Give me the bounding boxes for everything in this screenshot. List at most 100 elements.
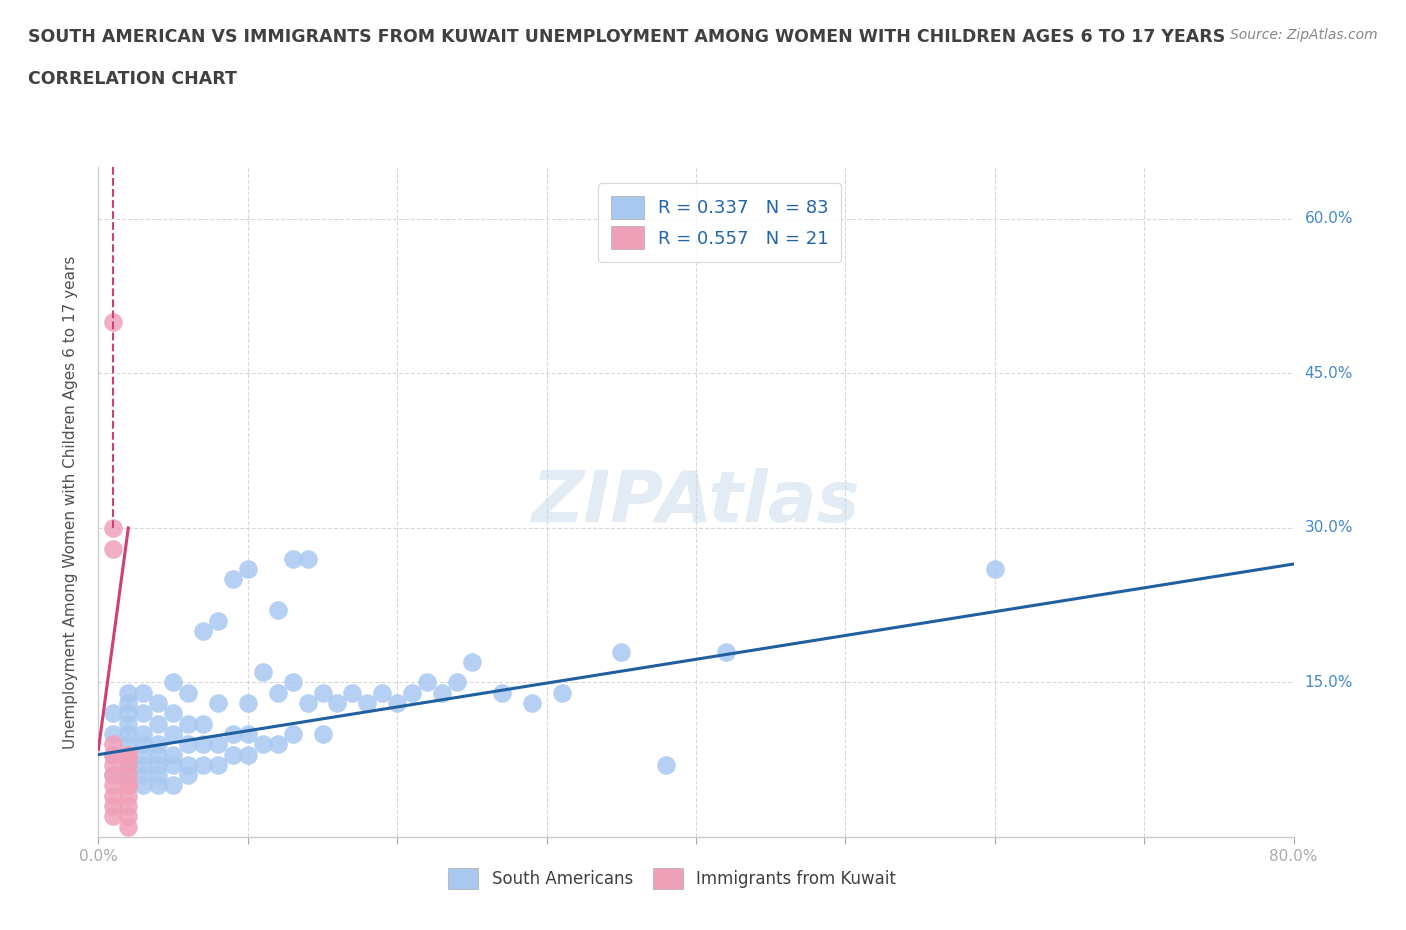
- Point: [610, 644, 633, 659]
- Point: [191, 716, 214, 731]
- Point: [222, 747, 245, 762]
- Point: [356, 696, 378, 711]
- Point: [311, 726, 333, 741]
- Point: [162, 757, 184, 772]
- Text: 15.0%: 15.0%: [1305, 675, 1353, 690]
- Point: [207, 696, 229, 711]
- Point: [281, 551, 304, 566]
- Point: [222, 726, 245, 741]
- Point: [236, 726, 259, 741]
- Point: [207, 613, 229, 628]
- Point: [177, 768, 200, 783]
- Point: [103, 757, 125, 772]
- Point: [103, 541, 125, 556]
- Point: [297, 551, 319, 566]
- Point: [117, 789, 139, 804]
- Text: CORRELATION CHART: CORRELATION CHART: [28, 70, 238, 87]
- Point: [162, 778, 184, 793]
- Point: [222, 572, 245, 587]
- Point: [162, 747, 184, 762]
- Point: [252, 737, 274, 751]
- Point: [132, 737, 155, 751]
- Point: [117, 737, 139, 751]
- Point: [520, 696, 543, 711]
- Point: [117, 696, 139, 711]
- Legend: South Americans, Immigrants from Kuwait: South Americans, Immigrants from Kuwait: [441, 861, 903, 896]
- Text: Source: ZipAtlas.com: Source: ZipAtlas.com: [1230, 28, 1378, 42]
- Point: [430, 685, 453, 700]
- Point: [103, 747, 125, 762]
- Point: [252, 665, 274, 680]
- Point: [446, 675, 468, 690]
- Point: [236, 696, 259, 711]
- Point: [117, 819, 139, 834]
- Point: [401, 685, 423, 700]
- Point: [326, 696, 349, 711]
- Point: [191, 737, 214, 751]
- Text: 45.0%: 45.0%: [1305, 365, 1353, 381]
- Point: [371, 685, 394, 700]
- Point: [132, 757, 155, 772]
- Point: [550, 685, 572, 700]
- Point: [132, 726, 155, 741]
- Point: [117, 799, 139, 814]
- Point: [117, 747, 139, 762]
- Point: [103, 768, 125, 783]
- Point: [191, 623, 214, 638]
- Point: [236, 562, 259, 577]
- Point: [103, 809, 125, 824]
- Point: [117, 778, 139, 793]
- Point: [148, 768, 170, 783]
- Point: [297, 696, 319, 711]
- Point: [281, 675, 304, 690]
- Point: [117, 706, 139, 721]
- Point: [177, 757, 200, 772]
- Text: 60.0%: 60.0%: [1305, 211, 1353, 226]
- Point: [416, 675, 439, 690]
- Point: [207, 737, 229, 751]
- Point: [714, 644, 737, 659]
- Point: [103, 799, 125, 814]
- Point: [103, 789, 125, 804]
- Point: [162, 726, 184, 741]
- Point: [117, 757, 139, 772]
- Text: ZIPAtlas: ZIPAtlas: [531, 468, 860, 537]
- Point: [132, 747, 155, 762]
- Point: [117, 768, 139, 783]
- Point: [132, 706, 155, 721]
- Text: 30.0%: 30.0%: [1305, 521, 1353, 536]
- Point: [103, 521, 125, 536]
- Point: [117, 685, 139, 700]
- Point: [177, 685, 200, 700]
- Point: [267, 737, 290, 751]
- Point: [117, 809, 139, 824]
- Point: [148, 716, 170, 731]
- Point: [103, 314, 125, 329]
- Point: [117, 768, 139, 783]
- Point: [103, 778, 125, 793]
- Point: [461, 655, 484, 670]
- Point: [117, 726, 139, 741]
- Point: [267, 603, 290, 618]
- Point: [342, 685, 364, 700]
- Point: [132, 768, 155, 783]
- Point: [117, 747, 139, 762]
- Point: [117, 747, 139, 762]
- Point: [103, 737, 125, 751]
- Text: SOUTH AMERICAN VS IMMIGRANTS FROM KUWAIT UNEMPLOYMENT AMONG WOMEN WITH CHILDREN : SOUTH AMERICAN VS IMMIGRANTS FROM KUWAIT…: [28, 28, 1226, 46]
- Point: [983, 562, 1005, 577]
- Point: [311, 685, 333, 700]
- Point: [103, 768, 125, 783]
- Point: [148, 747, 170, 762]
- Point: [655, 757, 678, 772]
- Point: [148, 757, 170, 772]
- Point: [148, 696, 170, 711]
- Point: [132, 778, 155, 793]
- Point: [177, 716, 200, 731]
- Point: [132, 685, 155, 700]
- Point: [191, 757, 214, 772]
- Y-axis label: Unemployment Among Women with Children Ages 6 to 17 years: Unemployment Among Women with Children A…: [63, 256, 77, 749]
- Point: [103, 706, 125, 721]
- Point: [491, 685, 513, 700]
- Point: [117, 757, 139, 772]
